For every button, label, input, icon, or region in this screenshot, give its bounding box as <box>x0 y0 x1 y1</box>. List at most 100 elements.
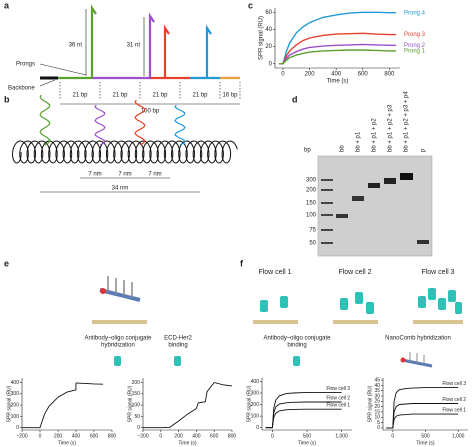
y-tick-label: 400 <box>251 379 260 385</box>
x-tick-label: 500 <box>303 433 312 439</box>
segment-length: 21 bp <box>72 93 88 99</box>
x-tick-label: 600 <box>210 433 219 439</box>
spacing-label: 7 nm <box>118 172 131 178</box>
y-tick-label: 100 <box>132 402 141 408</box>
series-label: Flow cell 1 <box>442 407 466 413</box>
y-tick-label: 200 <box>251 402 260 408</box>
axes <box>274 8 400 69</box>
y-axis-label: SPR signal (RU) <box>367 385 373 422</box>
legend-entry: Prong 4 <box>404 10 426 16</box>
helix <box>11 140 238 164</box>
spacing-label: 7 nm <box>88 172 101 178</box>
y-tick-label: 20 <box>374 404 380 410</box>
x-tick-label: 0 <box>391 433 394 439</box>
lane-label: bb <box>340 145 346 152</box>
x-tick-label: −200 <box>16 433 27 439</box>
marker-label: 50 <box>309 241 316 247</box>
step-caption: Antibody–oligo conjugate <box>84 336 152 342</box>
step-caption: binding <box>168 343 187 349</box>
y-tick-label: 20 <box>265 44 272 50</box>
x-axis-label: Time (s) <box>58 440 76 446</box>
x-tick-label: 600 <box>358 72 369 78</box>
prong-strand <box>134 99 146 146</box>
x-tick-label: 1,000 <box>335 433 348 439</box>
step-caption: NanoComb hybridization <box>385 336 451 342</box>
prong-strand <box>94 104 106 146</box>
prong-length: 31 nt <box>127 43 141 49</box>
y-tick-label: 150 <box>132 391 141 397</box>
flow-cell-label: Flow cell 1 <box>258 269 291 276</box>
segment-length: 21 bp <box>112 93 128 99</box>
x-axis-label: Time (s) <box>416 440 434 446</box>
step-caption: binding <box>287 343 306 349</box>
x-tick-label: 400 <box>331 72 342 78</box>
x-tick-label: 400 <box>192 433 201 439</box>
x-tick-label: 200 <box>305 72 316 78</box>
total-length: 34 nm <box>112 186 129 192</box>
y-tick-label: 0 <box>137 425 140 431</box>
panel-label: b <box>4 94 10 104</box>
y-tick-label: 50 <box>134 414 140 420</box>
spacing-label: 7 nm <box>148 172 161 178</box>
series-line <box>22 382 104 429</box>
series-label: Flow cell 3 <box>442 381 466 387</box>
prong-strand <box>174 104 186 146</box>
panel-label: f <box>240 258 244 268</box>
y-tick-label: 100 <box>11 414 20 420</box>
series-line <box>143 381 233 429</box>
y-tick-label: 25 <box>374 399 380 405</box>
backbone-label: Backbone <box>8 86 35 92</box>
y-tick-label: 300 <box>11 391 20 397</box>
x-tick-label: 0 <box>159 433 162 439</box>
lane-label: bb + p1 + p2 + p3 + p4 <box>404 91 410 152</box>
y-tick-label: 45 <box>374 377 380 383</box>
x-tick-label: 800 <box>108 433 117 439</box>
prong-strand <box>39 94 51 146</box>
y-tick-label: 15 <box>374 409 380 415</box>
y-axis-label: SPR signal (RU) <box>6 385 12 422</box>
flow-cell-label: Flow cell 2 <box>338 269 371 276</box>
series-line <box>279 11 396 65</box>
y-axis-label: SPR signal (RU) <box>259 16 265 60</box>
legend-entry: Prong 1 <box>404 48 426 54</box>
series-label: Flow cell 2 <box>326 395 350 401</box>
x-axis-label: Time (s) <box>327 79 349 85</box>
segment-length: 16 bp <box>222 93 238 99</box>
marker-label: 300 <box>306 178 317 184</box>
x-tick-label: 600 <box>90 433 99 439</box>
x-axis-label: Time (s) <box>178 440 196 446</box>
x-tick-label: 200 <box>174 433 183 439</box>
panel-label: d <box>292 94 298 104</box>
y-tick-label: 40 <box>374 383 380 389</box>
y-tick-label: 0 <box>16 425 19 431</box>
y-axis-label: SPR signal (RU) <box>127 385 133 422</box>
series-line <box>386 403 459 429</box>
axes <box>142 378 232 431</box>
x-tick-label: 400 <box>72 433 81 439</box>
panel-label: a <box>4 0 10 10</box>
y-axis-label: SPR signal (RU) <box>246 385 252 422</box>
panel-label: e <box>4 258 9 268</box>
gel <box>317 155 433 257</box>
y-tick-label: 5 <box>377 420 380 426</box>
x-tick-label: −200 <box>137 433 148 439</box>
x-tick-label: 0 <box>281 72 285 78</box>
series-line <box>279 32 396 65</box>
series-label: Flow cell 2 <box>442 397 466 403</box>
x-tick-label: 0 <box>271 433 274 439</box>
axes <box>261 378 352 431</box>
legend-entry: Prong 3 <box>404 32 426 38</box>
lane-label: bb + p1 <box>356 131 362 152</box>
lane-label: bb + p1 + p2 + p3 <box>388 104 394 152</box>
series-label: Flow cell 1 <box>326 403 350 409</box>
x-tick-label: 500 <box>421 433 430 439</box>
x-tick-label: 0 <box>39 433 42 439</box>
step-caption: ECD-Her2 <box>164 336 192 342</box>
x-tick-label: 1,000 <box>452 433 465 439</box>
series-line <box>386 413 459 429</box>
y-tick-label: 30 <box>374 393 380 399</box>
x-tick-label: 800 <box>384 72 395 78</box>
marker-label: 75 <box>309 228 316 234</box>
y-tick-label: 35 <box>374 388 380 394</box>
